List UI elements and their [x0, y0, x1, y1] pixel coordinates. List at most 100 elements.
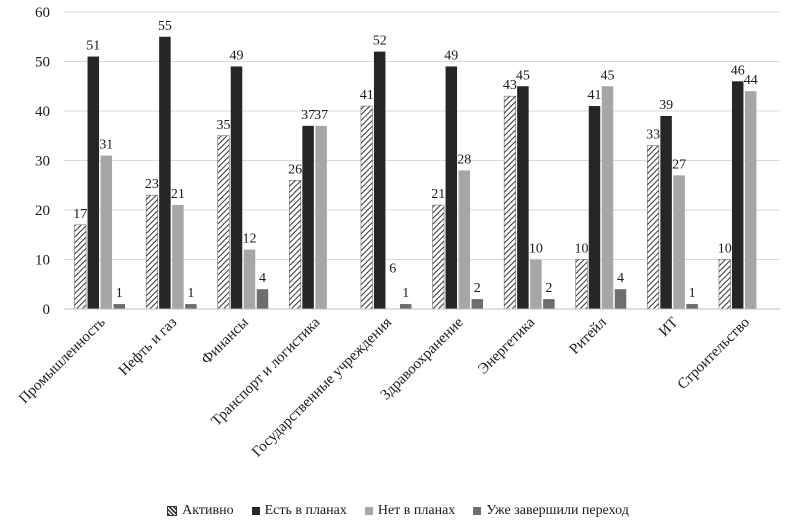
legend-label-not-planned: Нет в планах [377, 503, 456, 518]
legend-swatch-not-planned [364, 507, 373, 515]
data-label: 26 [288, 162, 302, 177]
x-category-label: Строительство [675, 315, 753, 393]
bar-not-planned [458, 170, 471, 309]
data-label: 10 [575, 242, 589, 257]
bar-not-planned [744, 91, 757, 309]
bar-planned [230, 66, 243, 309]
data-label: 21 [171, 187, 185, 202]
data-label: 35 [217, 118, 231, 133]
x-category-label: Энергетика [475, 314, 538, 377]
bar-not-planned [100, 155, 113, 309]
data-label: 41 [588, 88, 602, 103]
bars [74, 36, 757, 310]
bar-not-planned [172, 205, 184, 309]
bar-planned [87, 56, 100, 309]
data-label: 1 [689, 286, 696, 301]
legend: Активно Есть в планах Нет в планах Уже з… [0, 501, 796, 521]
bar-not-planned [243, 249, 256, 309]
bar-planned [445, 66, 458, 309]
bar-planned [373, 51, 386, 309]
bar-not-planned [530, 259, 542, 309]
bar-active [289, 180, 302, 310]
bar-completed [614, 289, 627, 309]
bar-completed [686, 304, 698, 309]
y-tick-label: 20 [35, 203, 50, 219]
y-tick-label: 50 [35, 55, 50, 71]
bar-active [74, 224, 87, 310]
data-label: 44 [744, 73, 758, 88]
x-category-label: Промышленность [16, 314, 109, 407]
x-category-label: Государственные учреждения [249, 314, 395, 460]
x-category-label: ИТ [656, 315, 681, 340]
bar-planned [588, 106, 601, 309]
data-label: 46 [731, 63, 745, 78]
y-tick-label: 10 [35, 253, 50, 269]
data-label: 49 [230, 48, 244, 63]
bar-planned [159, 36, 171, 309]
data-label: 2 [474, 281, 481, 296]
data-label: 17 [73, 207, 87, 222]
data-label: 55 [158, 19, 172, 34]
data-label: 21 [431, 187, 445, 202]
legend-label-planned: Есть в планах [264, 503, 347, 518]
y-tick-label: 30 [35, 154, 50, 170]
x-category-label: Ритейл [567, 314, 611, 358]
data-label: 10 [529, 242, 543, 257]
legend-swatch-planned [251, 507, 260, 515]
bar-planned [660, 115, 672, 309]
data-label: 28 [457, 152, 471, 167]
data-label: 31 [99, 138, 113, 153]
bar-active [647, 145, 660, 310]
data-label: 1 [116, 286, 123, 301]
bar-not-planned [315, 125, 327, 309]
data-label: 23 [145, 177, 159, 192]
legend-item-planned: Есть в планах [251, 503, 347, 519]
bar-not-planned [673, 175, 685, 309]
y-tick-label: 0 [43, 302, 51, 318]
bar-completed [185, 304, 197, 309]
data-label: 4 [259, 271, 266, 286]
bar-planned [302, 125, 314, 309]
legend-swatch-active [167, 506, 178, 516]
bar-completed [256, 289, 269, 309]
bar-active [217, 135, 230, 310]
data-label: 27 [672, 157, 686, 172]
data-label: 39 [659, 98, 673, 113]
data-label: 33 [646, 128, 660, 143]
bar-active [360, 105, 373, 310]
legend-item-active: Активно [167, 503, 234, 519]
bar-not-planned [601, 86, 614, 309]
bar-active [145, 194, 158, 310]
y-tick-label: 60 [35, 5, 50, 21]
data-label: 49 [444, 48, 458, 63]
bar-active [432, 204, 445, 310]
data-label: 41 [360, 88, 374, 103]
bar-chart: 1723352641214310331051554937524945413946… [16, 5, 780, 460]
data-label: 43 [503, 78, 517, 93]
x-category-label: Нефть и газ [116, 314, 180, 378]
data-label: 37 [314, 108, 328, 123]
x-category-label: Финансы [199, 315, 252, 368]
data-label: 6 [389, 261, 396, 276]
bar-planned [517, 86, 529, 309]
data-label: 1 [402, 286, 409, 301]
legend-item-not-planned: Нет в планах [364, 503, 456, 519]
data-label: 12 [243, 232, 257, 247]
data-label: 45 [516, 68, 530, 83]
bar-active [503, 95, 516, 310]
legend-label-completed: Уже завершили переход [486, 503, 629, 518]
data-label: 51 [86, 39, 100, 54]
bar-completed [543, 299, 555, 309]
legend-label-active: Активно [182, 503, 234, 518]
data-label: 45 [601, 68, 615, 83]
bar-completed [399, 304, 412, 309]
bar-completed [113, 304, 126, 309]
data-label: 1 [187, 286, 194, 301]
bar-planned [731, 81, 744, 309]
legend-swatch-completed [473, 507, 482, 515]
bar-completed [471, 299, 484, 309]
bar-active [718, 259, 731, 310]
data-label: 52 [373, 34, 387, 49]
data-label: 4 [617, 271, 624, 286]
data-labels: 1723352641214310331051554937524945413946… [73, 19, 757, 301]
